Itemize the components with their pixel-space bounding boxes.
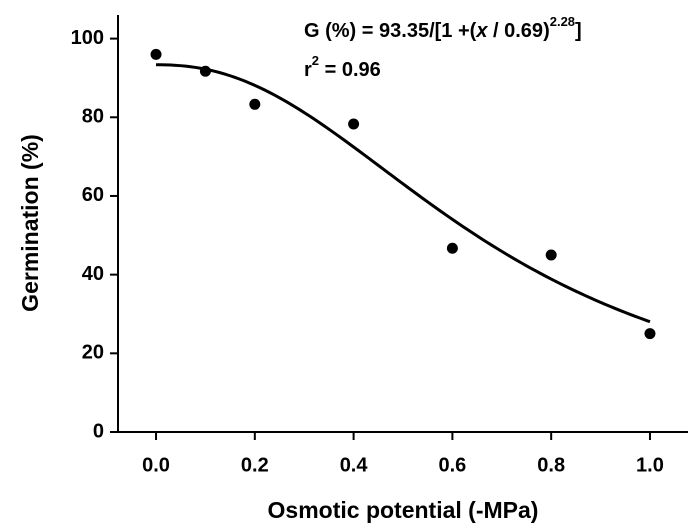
data-point — [348, 118, 360, 130]
data-point — [199, 65, 211, 77]
x-tick-label: 0.2 — [241, 454, 269, 476]
y-axis-label: Germination (%) — [17, 134, 43, 312]
x-axis-label: Osmotic potential (-MPa) — [268, 497, 539, 523]
equation-part: / — [487, 20, 504, 42]
equation-var: x — [475, 20, 488, 42]
equation-part: ) — [543, 20, 550, 42]
y-tick-label: 20 — [82, 342, 104, 364]
fit-a: 93.35 — [379, 20, 429, 42]
y-tick-label: 80 — [82, 106, 104, 128]
equation-part: ] — [575, 20, 582, 42]
data-point — [249, 98, 261, 110]
x-tick-label: 0.4 — [340, 454, 369, 476]
r2-part: 2 — [312, 53, 319, 68]
data-point — [545, 249, 557, 261]
x-tick-label: 1.0 — [636, 454, 664, 476]
equation: G (%) = 93.35/[1 +(x / 0.69)2.28] — [304, 14, 582, 42]
fit-b: 2.28 — [550, 14, 575, 29]
x-tick-label: 0.6 — [438, 454, 466, 476]
r2-value: 0.96 — [342, 59, 381, 81]
x-tick-label: 0.8 — [537, 454, 565, 476]
r2-part: r — [304, 59, 312, 81]
x-tick-label: 0.0 — [142, 454, 170, 476]
fit-x50: 0.69 — [504, 20, 543, 42]
y-tick-label: 40 — [82, 263, 104, 285]
data-point — [446, 242, 458, 254]
y-tick-label: 100 — [71, 27, 104, 49]
y-tick-label: 0 — [93, 420, 104, 442]
equation-part: /[1 +( — [429, 20, 477, 42]
data-point — [150, 48, 162, 60]
equation-part: G (%) = — [304, 20, 379, 42]
y-tick-label: 60 — [82, 184, 104, 206]
r2-part: = — [319, 59, 342, 81]
fit-curve — [156, 63, 651, 324]
r2: r2 = 0.96 — [304, 53, 381, 81]
data-point — [644, 328, 656, 340]
